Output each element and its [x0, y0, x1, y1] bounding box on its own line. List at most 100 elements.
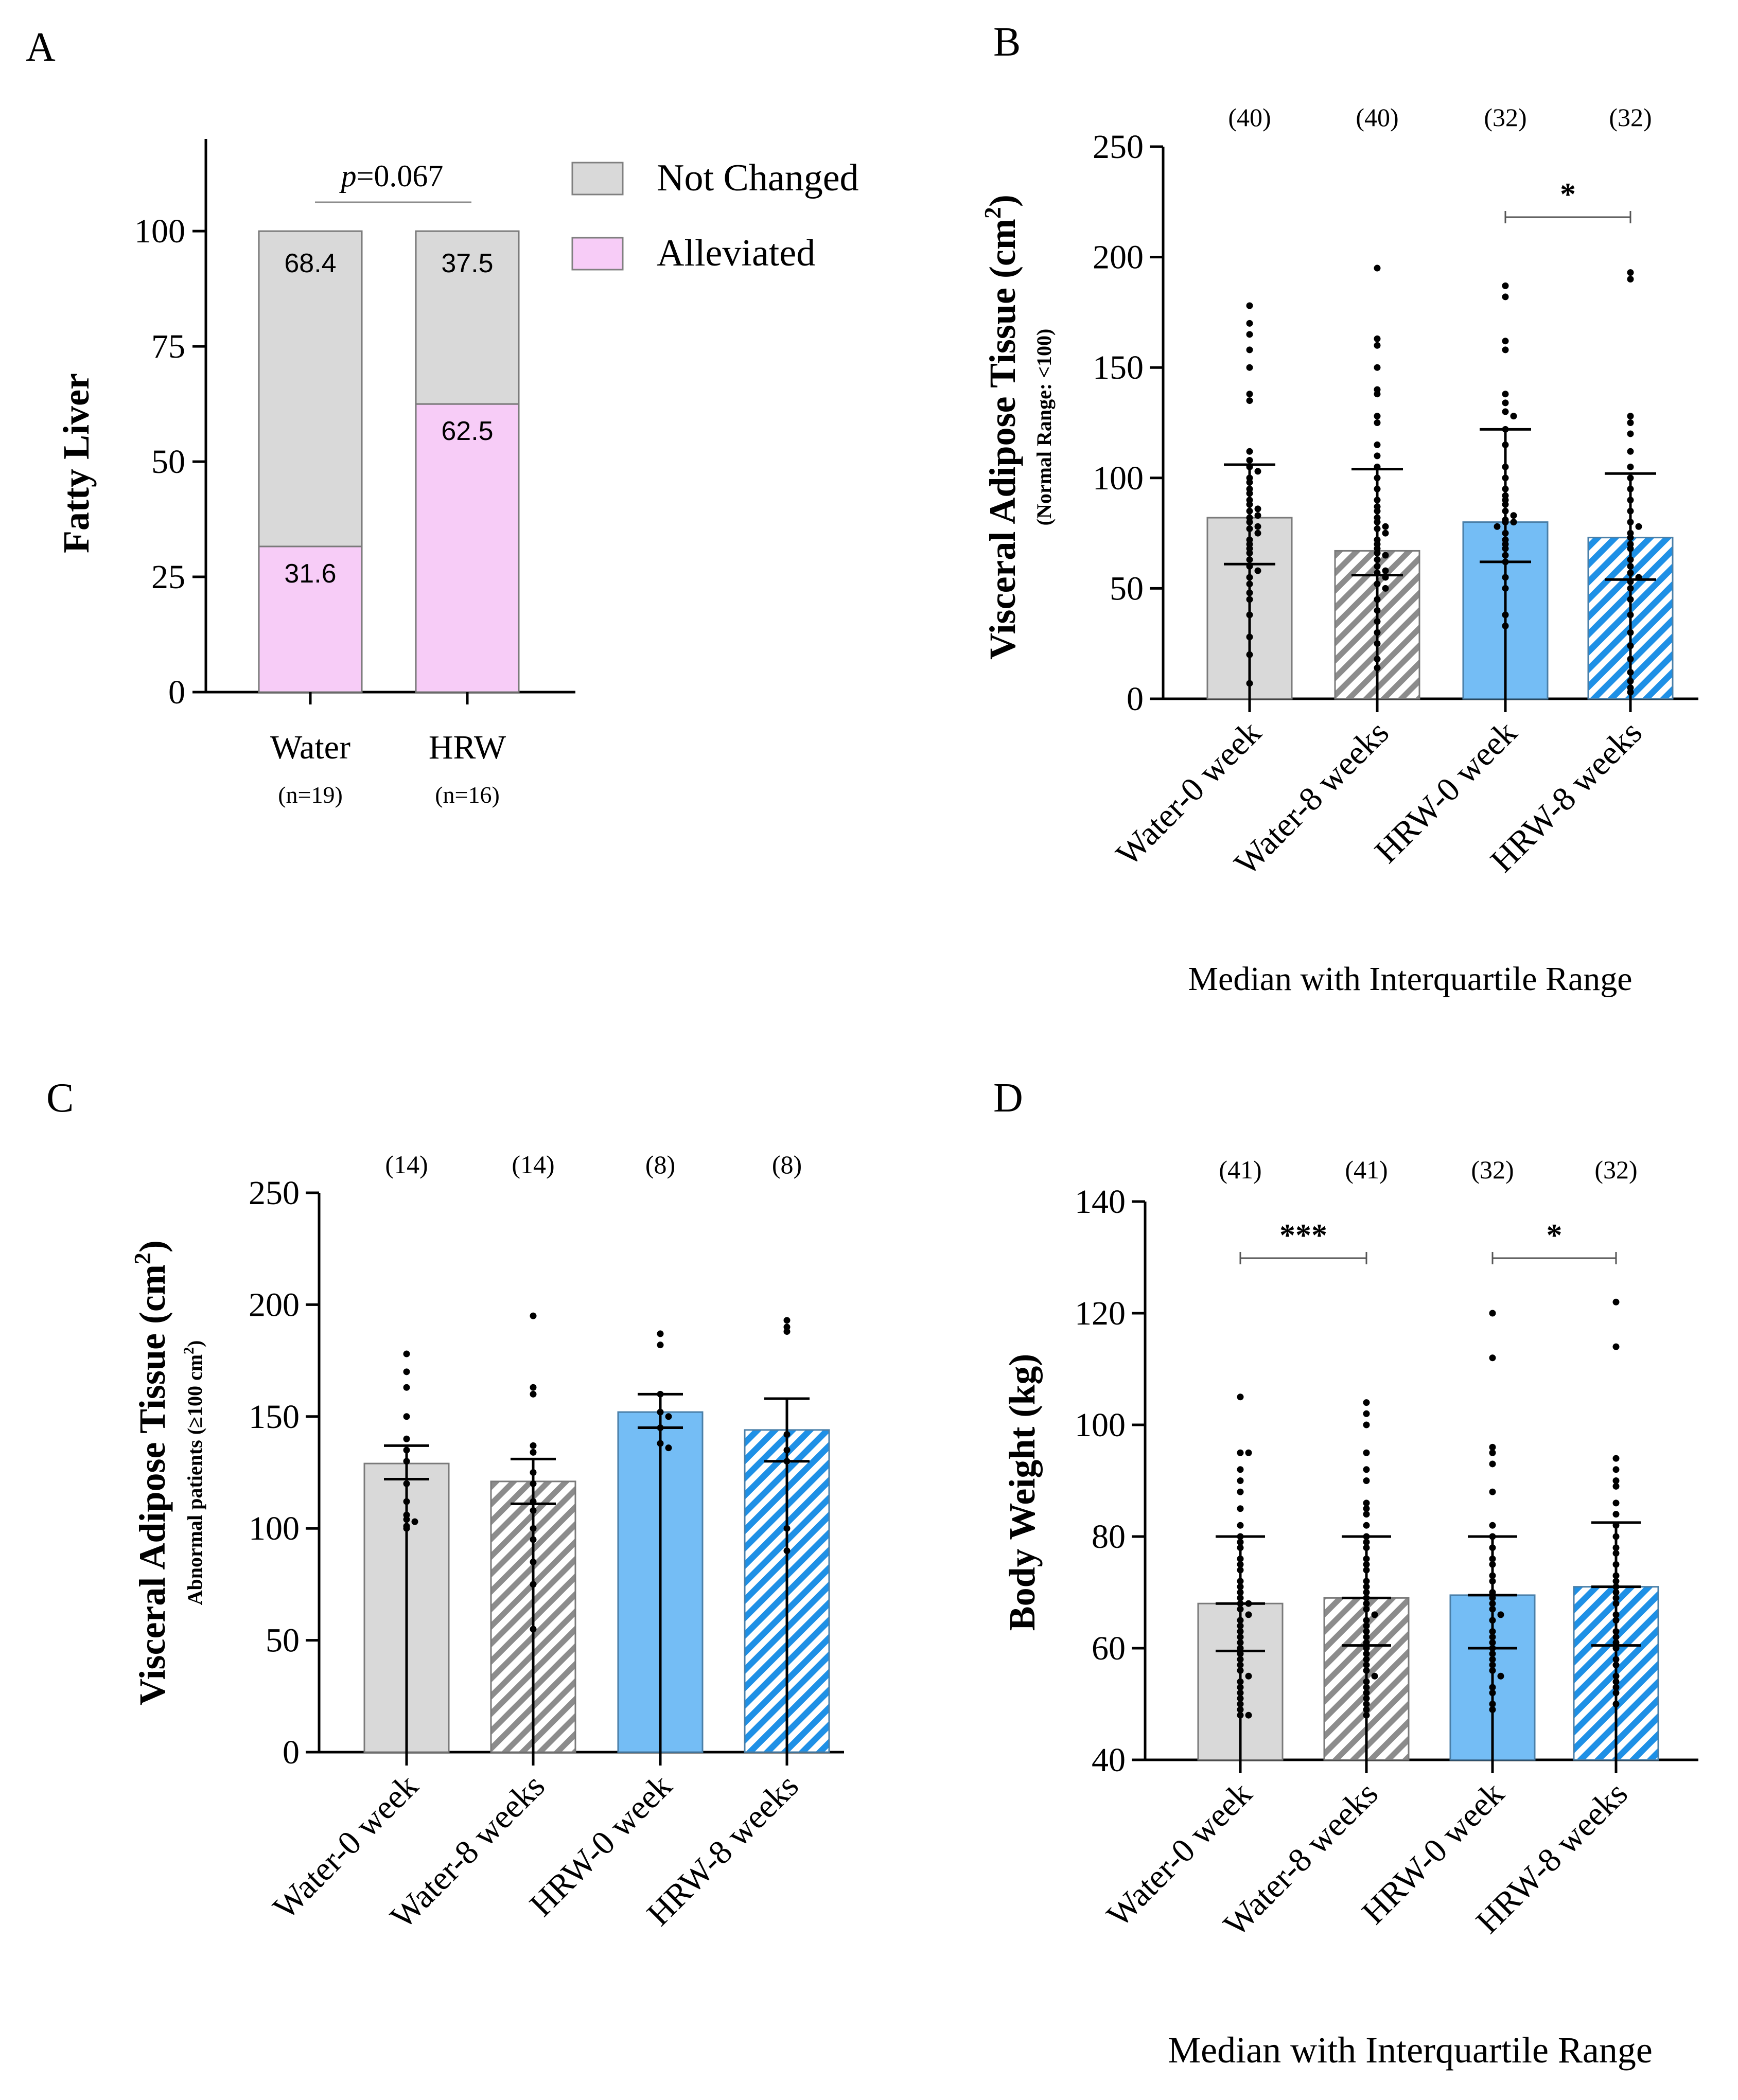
- panel-b-y-tick-label: 50: [1110, 570, 1144, 607]
- legend-swatch-alleviated: [571, 237, 624, 271]
- panel-a-letter: A: [26, 25, 56, 70]
- panel-b-data-point: [1254, 530, 1261, 537]
- panel-c-data-point: [403, 1384, 410, 1391]
- panel-b-data-point: [1246, 302, 1253, 309]
- panel-a-bar-not-changed: [258, 230, 363, 548]
- panel-c-y-tick-label: 250: [249, 1174, 300, 1212]
- panel-c-y-label-text: Visceral Adipose Tissue (cm: [132, 1264, 173, 1705]
- panel-b-data-point: [1246, 391, 1253, 398]
- panel-a-label-not-changed: 68.4: [284, 249, 336, 278]
- panel-c-data-point: [530, 1384, 537, 1391]
- panel-a-label-not-changed: 37.5: [441, 249, 493, 278]
- panel-c-y-sublabel-text: Abnormal patients (≥100 cm: [183, 1354, 206, 1605]
- panel-b-data-point: [1374, 264, 1381, 272]
- panel-d-data-point: [1363, 1505, 1370, 1512]
- panel-c-y-tick-label: 50: [266, 1622, 300, 1660]
- panel-b-group-count: (40): [1228, 103, 1271, 132]
- panel-c-data-point: [665, 1413, 672, 1420]
- panel-a-bar-alleviated: [415, 403, 520, 693]
- panel-b-data-point: [1627, 276, 1634, 283]
- panel-d-data-point: [1245, 1449, 1252, 1456]
- panel-b-data-point: [1246, 320, 1253, 327]
- panel-b-data-point: [1382, 585, 1389, 592]
- panel-a-p-symbol: p: [339, 159, 357, 193]
- panel-d-data-point: [1237, 1466, 1244, 1473]
- panel-b-data-point: [1627, 269, 1634, 276]
- panel-d-group-count: (41): [1345, 1155, 1388, 1184]
- panel-a: A Fatty Liver 0 25 50 75 100 31.6 68.4 62.5 37.5…: [26, 25, 859, 808]
- panel-d-data-point: [1245, 1711, 1252, 1719]
- panel-d-data-point: [1363, 1410, 1370, 1417]
- panel-b-data-point: [1382, 552, 1389, 559]
- panel-c-data-point: [403, 1350, 410, 1357]
- panel-a-y-tick-label: 25: [151, 558, 185, 596]
- panel-c-y-label-close: ): [132, 1240, 173, 1252]
- panel-b-data-point: [1246, 456, 1253, 464]
- panel-c-group-count: (8): [772, 1150, 802, 1179]
- panel-d-data-point: [1612, 1477, 1620, 1484]
- panel-b-data-point: [1374, 364, 1381, 371]
- panel-c-data-point: [783, 1328, 791, 1335]
- panel-b-data-point: [1374, 335, 1381, 342]
- panel-d-group-count: (41): [1219, 1155, 1261, 1184]
- panel-d-data-point: [1489, 1449, 1496, 1456]
- panel-c-group-count: (14): [385, 1150, 428, 1179]
- panel-b-y-tick-label: 0: [1127, 680, 1144, 718]
- panel-d-data-point: [1363, 1466, 1370, 1473]
- panel-b-data-point: [1254, 505, 1261, 513]
- panel-d-data-point: [1612, 1499, 1620, 1507]
- panel-b-group-count: (32): [1484, 103, 1526, 132]
- panel-b-data-point: [1510, 512, 1517, 519]
- panel-a-n-water: (n=19): [278, 782, 343, 808]
- panel-b-data-point: [1382, 530, 1389, 537]
- panel-a-n-hrw: (n=16): [435, 782, 500, 808]
- panel-b-y-label: Visceral Adipose Tissue (cm2): [979, 195, 1023, 660]
- panel-c-data-point: [403, 1435, 410, 1442]
- panel-b-y-sublabel: (Normal Range: <100): [1032, 329, 1056, 526]
- panel-d-data-point: [1245, 1611, 1252, 1618]
- panel-b-data-point: [1502, 391, 1509, 398]
- panel-b-data-point: [1382, 523, 1389, 530]
- panel-b-group-count: (40): [1356, 103, 1398, 132]
- panel-d-data-point: [1489, 1443, 1496, 1451]
- panel-b-data-point: [1502, 346, 1509, 354]
- panel-d-data-point: [1497, 1672, 1504, 1680]
- panel-b-y-label-text: Visceral Adipose Tissue (cm: [982, 219, 1023, 660]
- panel-b-data-point: [1374, 452, 1381, 460]
- panel-b-data-point: [1382, 567, 1389, 574]
- panel-c-y-sublabel: Abnormal patients (≥100 cm2): [181, 1340, 206, 1605]
- panel-a-bar-not-changed: [415, 230, 520, 405]
- panel-b-letter: B: [993, 20, 1021, 65]
- panel-b-data-point: [1502, 408, 1509, 415]
- panel-c-data-point: [403, 1413, 410, 1420]
- panel-d-data-point: [1371, 1672, 1378, 1680]
- panel-d-y-tick-label: 100: [1075, 1406, 1126, 1444]
- panel-c-y-tick-label: 150: [249, 1398, 300, 1436]
- panel-d-y-tick-label: 140: [1075, 1183, 1126, 1221]
- panel-d-data-point: [1363, 1421, 1370, 1428]
- panel-d-data-point: [1363, 1499, 1370, 1507]
- panel-b-data-point: [1374, 419, 1381, 426]
- panel-b-y-tick-label: 250: [1093, 128, 1144, 166]
- panel-d-data-point: [1237, 1449, 1244, 1456]
- panel-a-plot-area: 0 25 50 75 100 31.6 68.4 62.5 37.5: [134, 139, 575, 711]
- panel-b-data-point: [1246, 346, 1253, 354]
- panel-c-data-point: [783, 1317, 791, 1324]
- panel-d-data-point: [1612, 1483, 1620, 1490]
- panel-b-data-point: [1254, 512, 1261, 519]
- panel-c-y-sublabel-close: ): [183, 1340, 206, 1347]
- panel-b-data-point: [1374, 391, 1381, 398]
- panel-b-data-point: [1502, 338, 1509, 345]
- panel-c-group-count: (8): [645, 1150, 675, 1179]
- panel-c-data-point: [403, 1368, 410, 1375]
- panel-c-y-tick-label: 0: [283, 1734, 300, 1771]
- panel-b-data-point: [1627, 430, 1634, 437]
- panel-a-y-tick-label: 0: [168, 674, 185, 711]
- panel-c-data-point: [665, 1444, 672, 1452]
- panel-d-group-count: (32): [1594, 1155, 1637, 1184]
- panel-b-data-point: [1254, 523, 1261, 530]
- panel-b-data-point: [1254, 468, 1261, 475]
